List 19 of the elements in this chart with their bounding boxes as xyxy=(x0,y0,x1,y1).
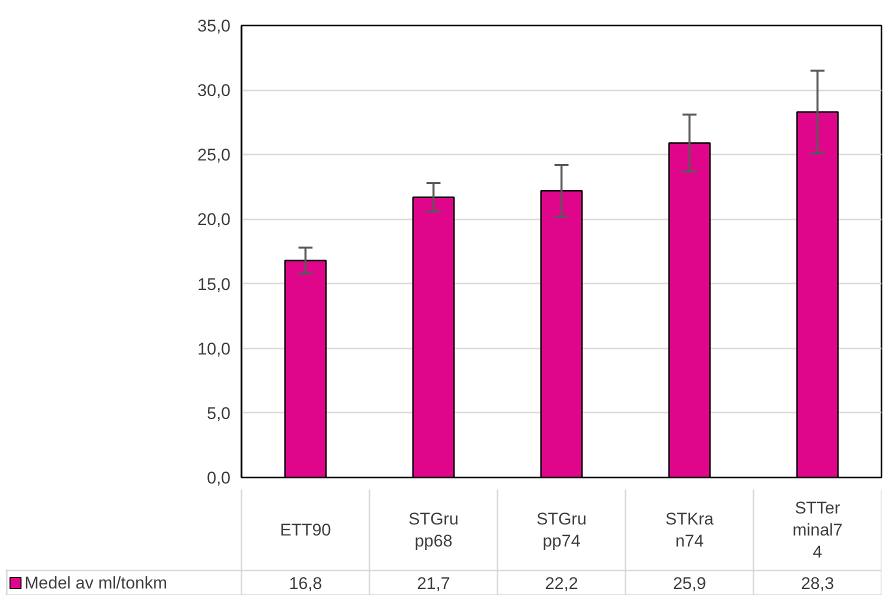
y-tick-label: 0,0 xyxy=(206,468,231,488)
x-tick-label: STKran74 xyxy=(665,510,714,550)
legend-label: Medel av ml/tonkm xyxy=(24,574,168,592)
data-label: 25,9 xyxy=(672,574,706,593)
y-tick-label: 5,0 xyxy=(206,404,231,423)
y-tick-label: 25,0 xyxy=(197,146,231,165)
x-tick-label: STTerminal74 xyxy=(792,498,843,562)
y-tick-label: 10,0 xyxy=(197,339,231,358)
data-label: 22,2 xyxy=(544,574,578,593)
x-tick-label: ETT90 xyxy=(280,520,332,540)
x-tick-label: STGrupp68 xyxy=(408,510,459,550)
data-label: 16,8 xyxy=(288,574,322,593)
y-tick-label: 30,0 xyxy=(197,81,231,100)
y-tick-label: 35,0 xyxy=(197,16,231,36)
data-label: 28,3 xyxy=(800,574,834,593)
x-tick-label: STGrupp74 xyxy=(536,510,587,550)
y-tick-label: 20,0 xyxy=(197,210,231,230)
y-tick-label: 15,0 xyxy=(197,274,231,294)
data-label: 21,7 xyxy=(416,574,450,593)
